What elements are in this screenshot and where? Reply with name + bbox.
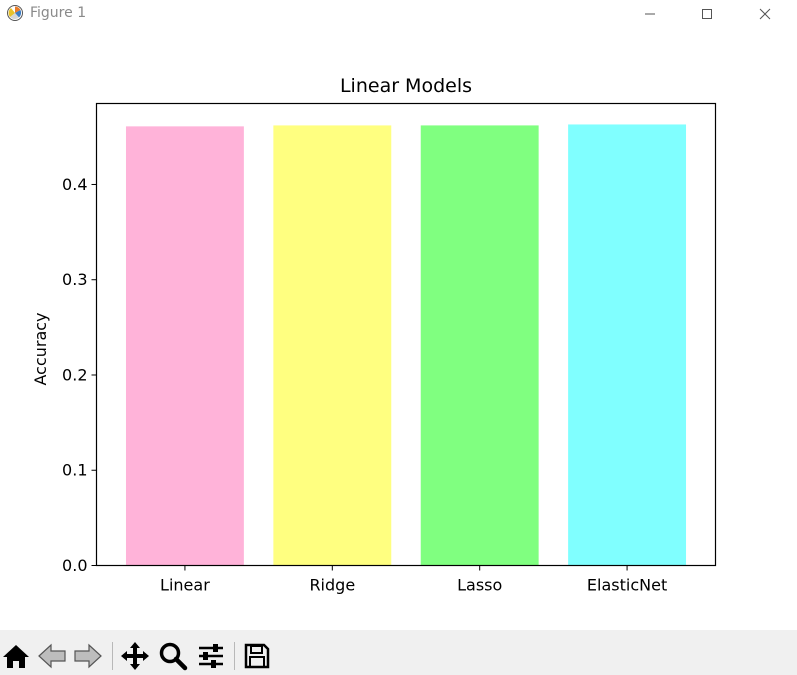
bar-ridge: [273, 125, 392, 566]
figure-canvas[interactable]: Linear Models Accuracy 0.0 0.1 0.2 0.3 0.4 L…: [0, 28, 797, 630]
pan-icon: [121, 642, 149, 670]
chart-title: Linear Models: [340, 75, 472, 97]
pan-button[interactable]: [119, 640, 151, 672]
x-ticks-layer: Linear Ridge Lasso ElasticNet: [160, 565, 667, 595]
y-tick-label: 0.2: [62, 365, 87, 384]
configure-subplots-button[interactable]: [195, 640, 227, 672]
window-titlebar: Figure 1: [0, 0, 797, 28]
configure-subplots-icon: [199, 644, 223, 668]
matplotlib-logo-icon: [7, 5, 23, 21]
back-button[interactable]: [36, 640, 68, 672]
window-title: Figure 1: [30, 5, 87, 21]
bar-linear: [125, 126, 244, 566]
bar-lasso: [420, 125, 539, 566]
y-ticks-layer: 0.0 0.1 0.2 0.3 0.4: [62, 175, 97, 575]
bar-elasticnet: [568, 124, 687, 566]
toolbar-separator: [234, 642, 235, 670]
minimize-icon: [645, 13, 655, 15]
save-icon: [244, 643, 270, 669]
save-button[interactable]: [241, 640, 273, 672]
y-axis-label: Accuracy: [31, 312, 50, 385]
x-tick-label: Ridge: [309, 576, 355, 595]
x-tick-label: ElasticNet: [587, 576, 667, 595]
maximize-icon: [702, 9, 712, 19]
home-icon: [3, 645, 29, 668]
forward-button[interactable]: [72, 640, 104, 672]
back-icon: [38, 643, 66, 669]
zoom-icon: [159, 642, 188, 671]
home-button[interactable]: [0, 640, 32, 672]
y-tick-label: 0.4: [62, 175, 87, 194]
x-tick-label: Linear: [160, 576, 210, 595]
plot-frame: [95, 102, 717, 567]
forward-icon: [74, 643, 102, 669]
minimize-button[interactable]: [627, 0, 673, 28]
toolbar-separator: [112, 642, 113, 670]
y-tick-label: 0.3: [62, 270, 87, 289]
bars-layer: [125, 124, 687, 566]
bar-chart: Linear Models Accuracy 0.0 0.1 0.2 0.3 0.4 L…: [31, 75, 717, 595]
y-tick-label: 0.1: [62, 461, 87, 480]
navigation-toolbar: [0, 630, 797, 675]
close-icon: [759, 8, 771, 20]
close-button[interactable]: [742, 0, 788, 28]
maximize-button[interactable]: [684, 0, 730, 28]
x-tick-label: Lasso: [457, 576, 502, 595]
zoom-button[interactable]: [157, 640, 189, 672]
y-tick-label: 0.0: [62, 556, 87, 575]
